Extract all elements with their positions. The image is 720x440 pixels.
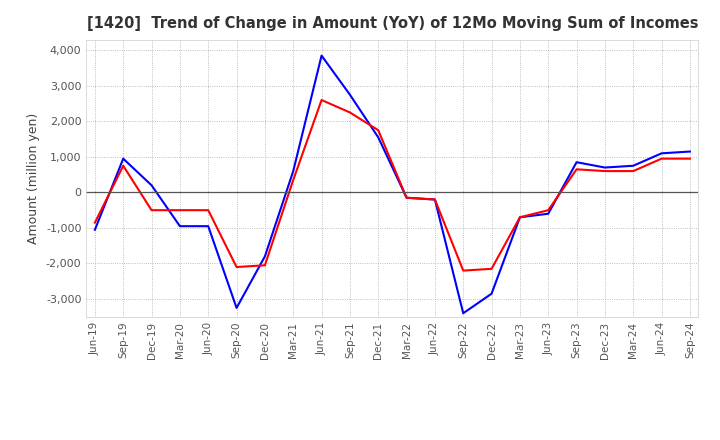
Ordinary Income bbox=[233, 305, 241, 311]
Ordinary Income bbox=[261, 254, 269, 259]
Ordinary Income bbox=[204, 224, 212, 229]
Ordinary Income bbox=[657, 150, 666, 156]
Net Income bbox=[233, 264, 241, 270]
Ordinary Income bbox=[176, 224, 184, 229]
Net Income bbox=[176, 208, 184, 213]
Net Income bbox=[402, 195, 411, 200]
Ordinary Income bbox=[91, 227, 99, 232]
Ordinary Income bbox=[459, 311, 467, 316]
Net Income bbox=[261, 263, 269, 268]
Ordinary Income bbox=[318, 53, 326, 58]
Net Income bbox=[600, 169, 609, 174]
Ordinary Income bbox=[544, 211, 552, 216]
Title: [1420]  Trend of Change in Amount (YoY) of 12Mo Moving Sum of Incomes: [1420] Trend of Change in Amount (YoY) o… bbox=[86, 16, 698, 32]
Net Income bbox=[487, 266, 496, 271]
Ordinary Income bbox=[600, 165, 609, 170]
Ordinary Income bbox=[487, 291, 496, 296]
Ordinary Income bbox=[629, 163, 637, 169]
Ordinary Income bbox=[431, 197, 439, 202]
Net Income bbox=[204, 208, 212, 213]
Ordinary Income bbox=[289, 169, 297, 174]
Net Income bbox=[516, 215, 524, 220]
Net Income bbox=[657, 156, 666, 161]
Net Income bbox=[629, 169, 637, 174]
Net Income bbox=[431, 197, 439, 202]
Ordinary Income bbox=[402, 195, 411, 200]
Net Income bbox=[346, 110, 354, 115]
Ordinary Income bbox=[685, 149, 694, 154]
Ordinary Income bbox=[346, 92, 354, 97]
Net Income bbox=[685, 156, 694, 161]
Net Income bbox=[148, 208, 156, 213]
Ordinary Income bbox=[148, 183, 156, 188]
Line: Net Income: Net Income bbox=[95, 100, 690, 271]
Net Income bbox=[91, 220, 99, 225]
Net Income bbox=[119, 163, 127, 169]
Y-axis label: Amount (million yen): Amount (million yen) bbox=[27, 113, 40, 244]
Line: Ordinary Income: Ordinary Income bbox=[95, 55, 690, 313]
Ordinary Income bbox=[374, 135, 382, 140]
Ordinary Income bbox=[119, 156, 127, 161]
Net Income bbox=[544, 208, 552, 213]
Ordinary Income bbox=[516, 215, 524, 220]
Net Income bbox=[289, 177, 297, 183]
Net Income bbox=[374, 128, 382, 133]
Net Income bbox=[318, 97, 326, 103]
Ordinary Income bbox=[572, 160, 581, 165]
Net Income bbox=[572, 167, 581, 172]
Net Income bbox=[459, 268, 467, 273]
